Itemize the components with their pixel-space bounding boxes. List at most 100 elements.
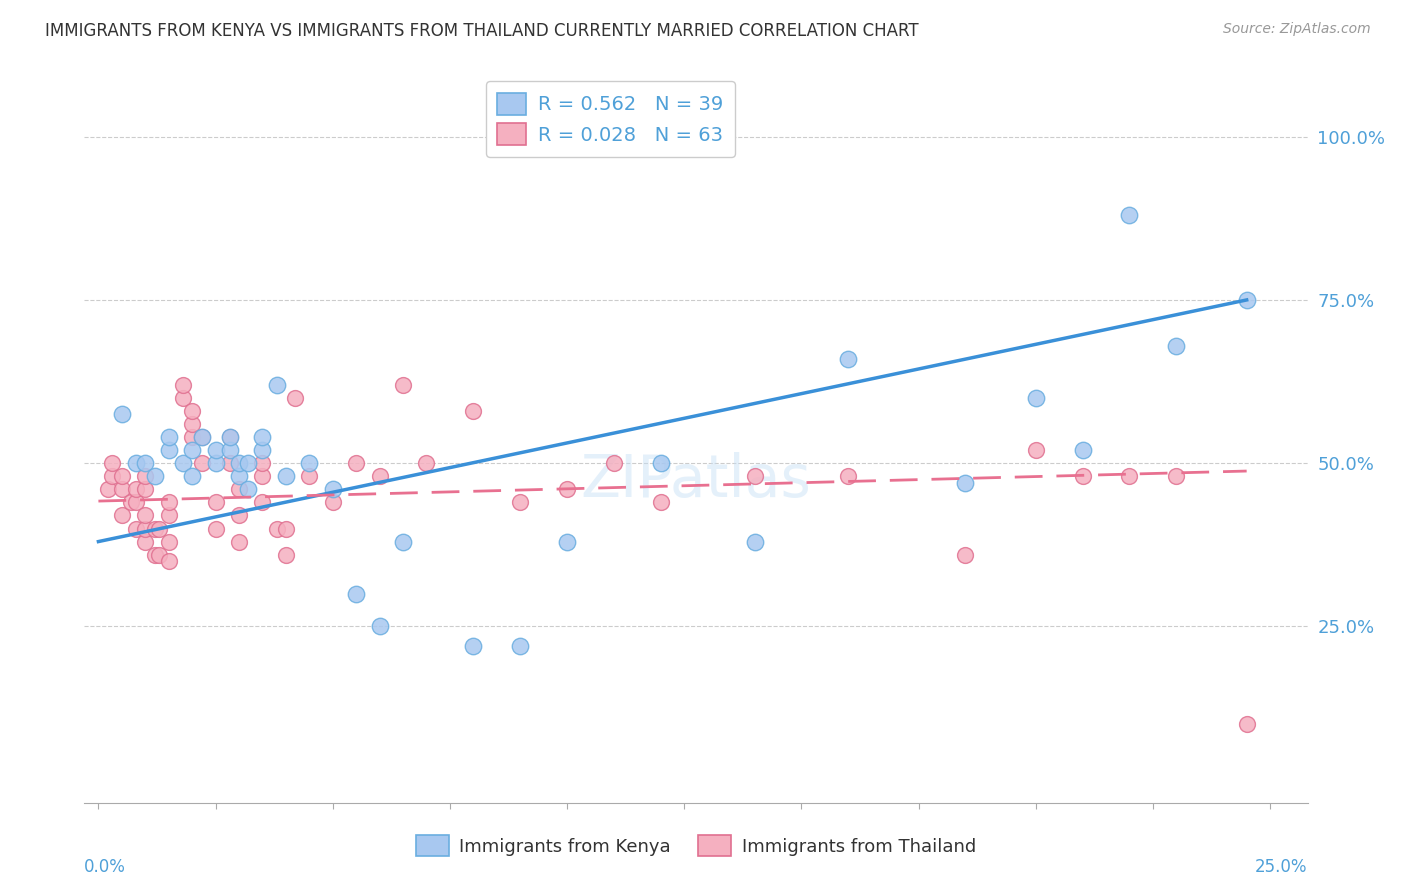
Point: [1166, 338, 1188, 352]
Text: ZIPatlas: ZIPatlas: [581, 452, 811, 509]
Point: [134, 469, 156, 483]
Point: [101, 456, 124, 470]
Point: [111, 469, 134, 483]
Point: [1166, 469, 1188, 483]
Point: [204, 495, 226, 509]
Point: [837, 469, 859, 483]
Point: [238, 456, 260, 470]
Point: [344, 587, 367, 601]
Point: [650, 456, 672, 470]
Point: [266, 521, 288, 535]
Point: [157, 554, 180, 568]
Text: 0.0%: 0.0%: [84, 858, 127, 876]
Point: [101, 469, 124, 483]
Point: [111, 483, 134, 497]
Point: [157, 430, 180, 444]
Point: [111, 508, 134, 523]
Point: [252, 443, 274, 458]
Point: [368, 469, 391, 483]
Point: [274, 548, 297, 562]
Point: [134, 521, 156, 535]
Point: [134, 456, 156, 470]
Point: [97, 483, 120, 497]
Point: [1071, 469, 1094, 483]
Point: [125, 495, 148, 509]
Legend: Immigrants from Kenya, Immigrants from Thailand: Immigrants from Kenya, Immigrants from T…: [405, 824, 987, 867]
Point: [1236, 717, 1258, 731]
Point: [218, 430, 240, 444]
Point: [134, 483, 156, 497]
Point: [368, 619, 391, 633]
Point: [238, 483, 260, 497]
Point: [463, 404, 485, 418]
Point: [190, 430, 212, 444]
Point: [284, 391, 307, 405]
Point: [120, 495, 142, 509]
Point: [650, 495, 672, 509]
Point: [143, 469, 166, 483]
Point: [157, 443, 180, 458]
Point: [509, 495, 531, 509]
Point: [181, 469, 204, 483]
Point: [218, 443, 240, 458]
Text: IMMIGRANTS FROM KENYA VS IMMIGRANTS FROM THAILAND CURRENTLY MARRIED CORRELATION : IMMIGRANTS FROM KENYA VS IMMIGRANTS FROM…: [45, 22, 918, 40]
Point: [555, 483, 578, 497]
Point: [125, 456, 148, 470]
Point: [125, 483, 148, 497]
Point: [181, 443, 204, 458]
Text: 25.0%: 25.0%: [1256, 858, 1308, 876]
Point: [181, 430, 204, 444]
Point: [125, 521, 148, 535]
Point: [252, 456, 274, 470]
Point: [274, 469, 297, 483]
Point: [134, 534, 156, 549]
Point: [148, 548, 170, 562]
Point: [322, 495, 344, 509]
Point: [266, 377, 288, 392]
Point: [298, 469, 321, 483]
Point: [181, 404, 204, 418]
Point: [837, 351, 859, 366]
Point: [157, 534, 180, 549]
Point: [274, 521, 297, 535]
Point: [1118, 208, 1140, 222]
Point: [228, 508, 250, 523]
Point: [252, 430, 274, 444]
Point: [157, 508, 180, 523]
Point: [955, 548, 977, 562]
Point: [218, 430, 240, 444]
Point: [228, 456, 250, 470]
Point: [204, 456, 226, 470]
Text: Source: ZipAtlas.com: Source: ZipAtlas.com: [1223, 22, 1371, 37]
Point: [143, 548, 166, 562]
Point: [603, 456, 626, 470]
Point: [218, 456, 240, 470]
Point: [955, 475, 977, 490]
Point: [134, 508, 156, 523]
Point: [204, 443, 226, 458]
Point: [181, 417, 204, 431]
Point: [228, 469, 250, 483]
Point: [1071, 443, 1094, 458]
Point: [252, 469, 274, 483]
Point: [157, 495, 180, 509]
Point: [392, 534, 415, 549]
Point: [228, 483, 250, 497]
Point: [1025, 391, 1047, 405]
Point: [172, 377, 194, 392]
Point: [298, 456, 321, 470]
Point: [228, 534, 250, 549]
Point: [555, 534, 578, 549]
Point: [322, 483, 344, 497]
Point: [1236, 293, 1258, 307]
Point: [143, 521, 166, 535]
Point: [509, 639, 531, 653]
Point: [111, 407, 134, 421]
Point: [744, 469, 766, 483]
Point: [204, 521, 226, 535]
Point: [190, 430, 212, 444]
Point: [190, 456, 212, 470]
Point: [148, 521, 170, 535]
Point: [415, 456, 437, 470]
Point: [392, 377, 415, 392]
